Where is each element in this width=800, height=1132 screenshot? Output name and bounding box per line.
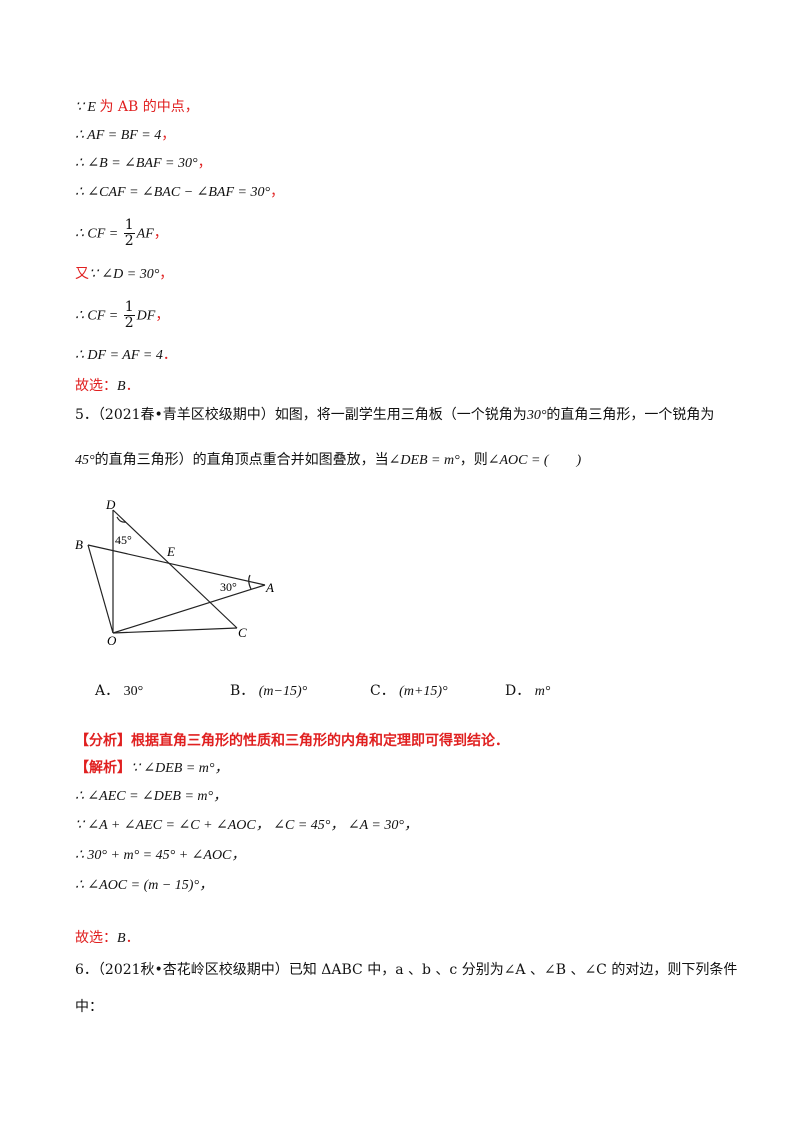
question-6-line-2: 中： xyxy=(75,999,103,1015)
solution-line-7: ∴ CF = 1 2 DF， xyxy=(75,299,170,331)
answer-5: 故选：B． xyxy=(75,930,140,946)
question-5-line-1: 5．（2021春•青羊区校级期中）如图，将一副学生用三角板（一个锐角为30°的直… xyxy=(75,407,715,423)
solution-line-2: ∴ AF = BF = 4， xyxy=(75,127,176,143)
line-DC xyxy=(112,509,238,629)
solution-5-line-2: ∴ ∠AEC = ∠DEB = m°， xyxy=(75,789,228,804)
label-C: C xyxy=(238,625,247,640)
label-B: B xyxy=(75,537,83,552)
option-a[interactable]: A． 30° xyxy=(95,683,144,699)
analysis: 【分析】根据直角三角形的性质和三角形的内角和定理即可得到结论． xyxy=(75,733,509,749)
solution-5-line-1: 【解析】∵ ∠DEB = m°， xyxy=(75,760,229,776)
angle-label-45: 45° xyxy=(115,533,132,547)
option-c[interactable]: C． (m+15)° xyxy=(370,683,448,699)
solution-5-line-5: ∴ ∠AOC = (m − 15)°， xyxy=(75,878,214,893)
solution-line-3: ∴ ∠B = ∠BAF = 30°， xyxy=(75,155,212,171)
line-BA xyxy=(87,544,266,586)
solution-line-4: ∴ ∠CAF = ∠BAC − ∠BAF = 30°， xyxy=(75,184,285,200)
label-A: A xyxy=(265,580,274,595)
label-E: E xyxy=(166,544,175,559)
angle-label-30: 30° xyxy=(220,580,237,594)
line-OC xyxy=(112,627,238,634)
solution-line-1: ∵ E 为 AB 的中点， xyxy=(75,99,199,115)
line-OA xyxy=(112,584,266,634)
solution-line-6: 又∵ ∠D = 30°， xyxy=(75,266,174,282)
triangle-figure: D B E A O C 45° 30° xyxy=(75,497,274,645)
option-b[interactable]: B． (m−15)° xyxy=(230,683,308,699)
question-6-line-1: 6．（2021秋•杏花岭区校级期中）已知 ΔABC 中，a 、b 、c 分别为∠… xyxy=(75,962,738,978)
solution-line-5: ∴ CF = 1 2 AF， xyxy=(75,217,168,249)
angle-arc-A xyxy=(248,574,252,590)
option-d[interactable]: D． m° xyxy=(505,683,551,699)
line-BO xyxy=(87,544,114,634)
label-D: D xyxy=(105,497,116,512)
answer-prev: 故选：B． xyxy=(75,378,140,394)
question-5-line-2: 45°的直角三角形）的直角顶点重合并如图叠放，当∠DEB = m°，则∠AOC … xyxy=(75,452,582,468)
solution-line-8: ∴ DF = AF = 4． xyxy=(75,347,177,363)
angle-arc-D xyxy=(116,516,127,523)
solution-5-line-3: ∵ ∠A + ∠AEC = ∠C + ∠AOC， ∠C = 45°， ∠A = … xyxy=(75,818,418,833)
solution-5-line-4: ∴ 30° + m° = 45° + ∠AOC， xyxy=(75,848,246,863)
label-O: O xyxy=(107,633,117,645)
